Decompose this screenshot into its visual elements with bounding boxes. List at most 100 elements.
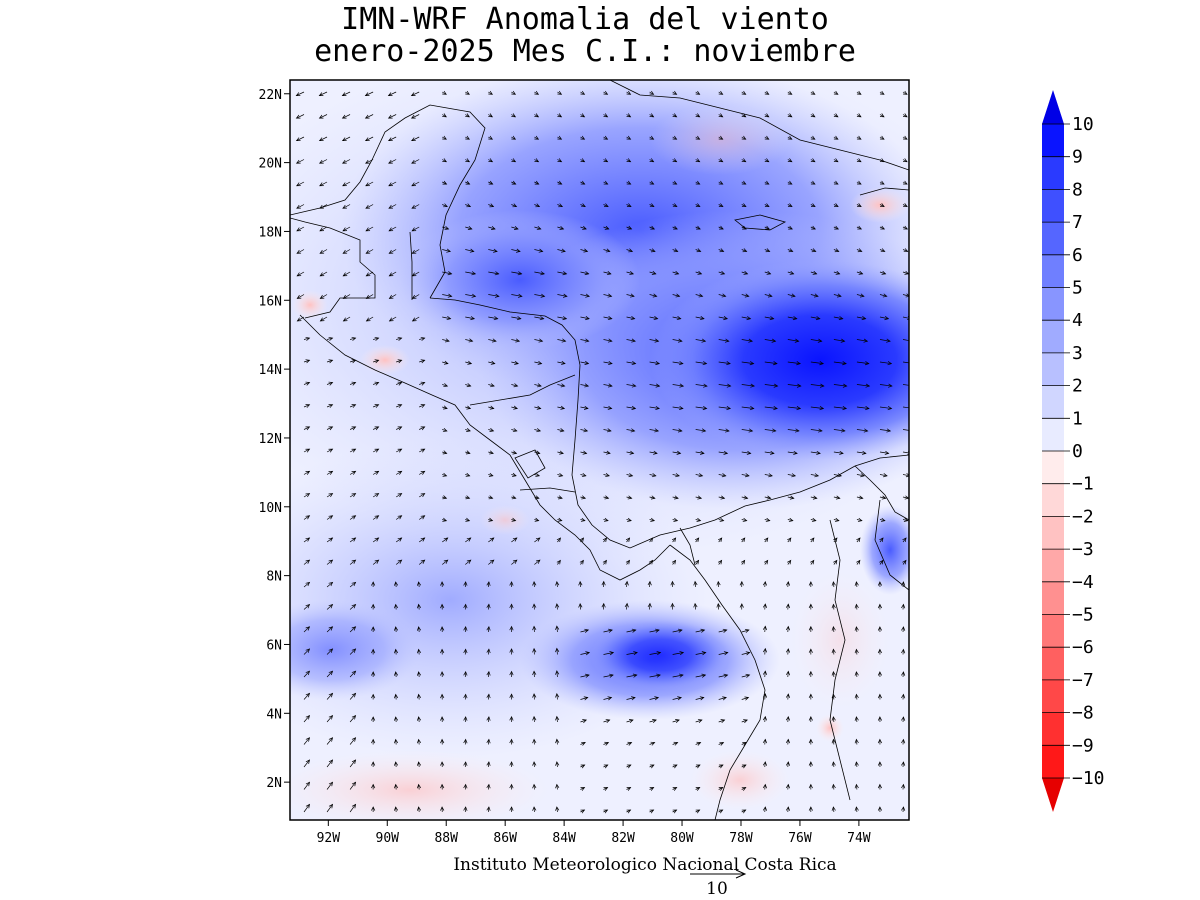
wind-vector [319,226,328,232]
wind-vector-head [812,270,818,275]
wind-vector [326,582,333,588]
wind-vector [511,226,519,230]
wind-vector-head [328,559,334,564]
wind-vector [557,384,565,387]
colorbar-label: −10 [1072,768,1105,789]
wind-vector-head [831,761,836,766]
wind-vector-head [762,647,768,653]
wind-vector-head [371,603,376,609]
wind-vector [419,359,425,363]
wind-vector-head [720,719,726,724]
wind-vector-head [578,580,583,586]
wind-vector-head [442,450,448,455]
wind-vector-head [387,137,393,142]
wind-vector [810,339,822,342]
wind-vector [856,294,865,297]
colorbar-label: 9 [1072,147,1083,168]
wind-vector-head [810,158,816,163]
border-panama-colombia [679,527,696,566]
wind-vector-head [328,515,334,520]
wind-vector-head [699,696,705,701]
wind-vector [764,451,774,454]
wind-vector-head [388,159,393,164]
wind-vector [856,694,858,700]
wind-vector-head [808,648,813,653]
wind-vector-head [744,696,750,701]
wind-vector [603,361,613,364]
colorbar-min-arrow [1042,778,1064,812]
wind-vector-head [750,383,755,388]
wind-vector [511,271,522,275]
wind-vector [366,249,374,254]
wind-vector-head [442,427,448,432]
wind-vector [465,204,471,207]
wind-vector-head [744,628,750,633]
wind-vector [672,339,682,342]
wind-vector [787,648,789,655]
wind-vector-head [374,426,380,431]
wind-vector-head [374,448,380,453]
wind-vector-head [562,293,568,298]
wind-vector-head [561,248,566,253]
wind-vector [879,339,891,342]
wind-vector [442,204,448,207]
wind-vector-head [811,248,817,253]
wind-vector-head [342,204,347,209]
wind-vector-head [679,651,685,656]
wind-vector-head [831,783,836,789]
wind-vector-head [854,693,859,699]
wind-vector-head [808,806,813,811]
wind-vector-head [397,359,403,364]
wind-vector-head [762,715,768,721]
wind-vector-head [650,248,656,253]
wind-vector [557,226,564,230]
wind-vector-head [318,92,324,97]
wind-vector-head [471,293,477,298]
wind-vector-head [603,113,609,118]
wind-vector [764,249,770,252]
wind-vector-head [627,741,633,746]
wind-vector-head [465,517,471,522]
wind-vector-head [440,783,445,789]
wind-vector-head [672,787,678,791]
wind-vector [833,271,840,275]
wind-vector-head [466,559,472,564]
wind-vector-head [861,316,867,321]
wind-vector-head [718,90,724,95]
wind-vector [349,493,356,498]
wind-vector-head [857,203,862,207]
wind-vector-head [673,225,678,230]
wind-vector [764,271,771,275]
wind-vector-head [831,581,836,586]
wind-vector-head [670,602,675,608]
wind-vector-head [374,404,380,408]
wind-vector-head [864,361,870,366]
wind-vector [580,361,589,364]
wind-vector-head [305,404,311,408]
wind-vector [511,559,518,565]
wind-vector [411,159,420,164]
wind-vector-head [411,317,417,322]
wind-vector-head [785,648,791,653]
wind-vector-head [463,716,468,721]
wind-vector [534,474,540,477]
wind-vector-head [318,137,324,142]
border-mexico-guatemala [290,217,376,319]
wind-vector [412,249,420,254]
wind-vector-head [719,225,724,230]
wind-vector-head [534,135,540,140]
wind-vector-head [831,716,836,721]
wind-vector [326,470,333,475]
wind-vector-head [879,180,885,185]
wind-vector [418,604,420,610]
wind-vector-head [351,714,357,720]
wind-vector [557,204,563,207]
wind-vector [419,404,425,408]
wind-vector [557,316,567,320]
wind-vector [326,715,333,723]
wind-vector [487,806,490,813]
wind-vector [649,496,655,499]
wind-vector [833,384,847,387]
wind-vector [856,496,863,499]
coastlines [290,80,909,820]
